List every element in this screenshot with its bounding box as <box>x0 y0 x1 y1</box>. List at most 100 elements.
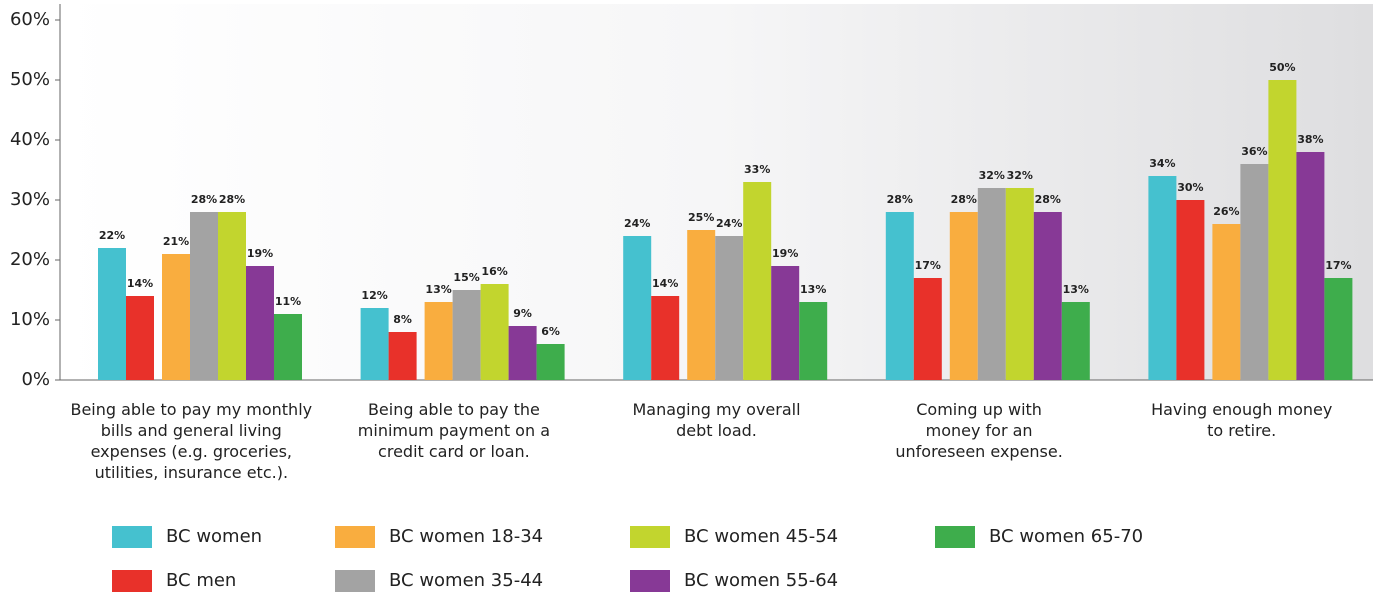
value-label: 16% <box>481 265 507 278</box>
legend-label: BC women 55-64 <box>684 570 838 591</box>
bar <box>218 212 246 380</box>
value-label: 28% <box>887 193 913 206</box>
bar <box>1148 176 1177 380</box>
y-tick-label: 50% <box>10 69 50 90</box>
value-label: 12% <box>361 289 387 302</box>
value-label: 33% <box>744 163 770 176</box>
bar <box>162 254 190 380</box>
value-label: 14% <box>652 277 678 290</box>
value-label: 6% <box>541 325 560 338</box>
value-label: 34% <box>1149 157 1175 170</box>
value-label: 11% <box>275 295 301 308</box>
value-label: 32% <box>979 169 1005 182</box>
value-label: 22% <box>99 229 125 242</box>
x-tick-label: Being able to pay the minimum payment on … <box>358 400 550 461</box>
bar <box>388 332 417 380</box>
value-label: 28% <box>1035 193 1061 206</box>
value-label: 13% <box>425 283 451 296</box>
x-tick-label-line: expenses (e.g. groceries, <box>91 442 292 461</box>
value-label: 28% <box>219 193 245 206</box>
value-label: 19% <box>247 247 273 260</box>
x-tick-label-line: Coming up with <box>916 400 1042 419</box>
bar <box>452 290 481 380</box>
value-label: 25% <box>688 211 714 224</box>
legend-swatch <box>335 526 375 548</box>
x-tick-label-line: utilities, insurance etc.). <box>95 463 288 482</box>
x-tick-label-line: minimum payment on a <box>358 421 550 440</box>
bar <box>1212 224 1241 380</box>
bar <box>913 278 942 380</box>
bar <box>949 212 978 380</box>
value-label: 50% <box>1269 61 1295 74</box>
value-label: 26% <box>1213 205 1239 218</box>
x-tick-label: Managing my overall debt load. <box>632 400 800 440</box>
value-label: 19% <box>772 247 798 260</box>
value-label: 8% <box>393 313 412 326</box>
y-tick-label: 0% <box>21 369 50 390</box>
legend-label: BC women <box>166 526 262 547</box>
value-label: 21% <box>163 235 189 248</box>
value-label: 28% <box>191 193 217 206</box>
x-tick-label-line: Being able to pay my monthly <box>70 400 312 419</box>
value-label: 24% <box>716 217 742 230</box>
value-label: 36% <box>1241 145 1267 158</box>
x-tick-label-line: bills and general living <box>101 421 282 440</box>
bar <box>651 296 680 380</box>
value-label: 14% <box>127 277 153 290</box>
bar <box>98 248 126 380</box>
x-tick-label-line: unforeseen expense. <box>895 442 1062 461</box>
y-tick-label: 10% <box>10 309 50 330</box>
value-label: 9% <box>513 307 532 320</box>
bar <box>190 212 218 380</box>
value-label: 17% <box>915 259 941 272</box>
bar <box>1176 200 1205 380</box>
x-tick-label-line: Being able to pay the <box>368 400 540 419</box>
legend-swatch <box>112 570 152 592</box>
bar <box>274 314 302 380</box>
x-tick-label-line: debt load. <box>676 421 757 440</box>
x-tick-label-line: Having enough money <box>1151 400 1332 419</box>
bar <box>715 236 744 380</box>
bar <box>126 296 154 380</box>
bar <box>1324 278 1353 380</box>
bar <box>623 236 652 380</box>
legend-swatch <box>112 526 152 548</box>
legend-label: BC women 18-34 <box>389 526 543 547</box>
value-label: 15% <box>453 271 479 284</box>
bar <box>1240 164 1269 380</box>
bar <box>1033 212 1062 380</box>
legend-label: BC women 35-44 <box>389 570 543 591</box>
bar <box>508 326 537 380</box>
bar <box>771 266 800 380</box>
legend-swatch <box>630 526 670 548</box>
value-label: 13% <box>800 283 826 296</box>
x-tick-label-line: credit card or loan. <box>378 442 530 461</box>
bar <box>1061 302 1090 380</box>
bar <box>1005 188 1034 380</box>
bar <box>977 188 1006 380</box>
legend-label: BC men <box>166 570 236 591</box>
value-label: 32% <box>1007 169 1033 182</box>
bar <box>885 212 914 380</box>
y-tick-label: 20% <box>10 249 50 270</box>
bar <box>480 284 509 380</box>
bar <box>799 302 828 380</box>
legend-swatch <box>630 570 670 592</box>
legend-label: BC women 65-70 <box>989 526 1143 547</box>
legend-label: BC women 45-54 <box>684 526 838 547</box>
bar <box>687 230 716 380</box>
x-tick-label-line: money for an <box>926 421 1033 440</box>
value-label: 28% <box>951 193 977 206</box>
legend-swatch <box>935 526 975 548</box>
y-tick-label: 40% <box>10 129 50 150</box>
bar <box>424 302 453 380</box>
value-label: 13% <box>1063 283 1089 296</box>
value-label: 30% <box>1177 181 1203 194</box>
bar <box>1268 80 1297 380</box>
bar <box>743 182 772 380</box>
bar <box>246 266 274 380</box>
bar <box>1296 152 1325 380</box>
x-tick-label: Coming up with money for an unforeseen exp… <box>895 400 1062 461</box>
